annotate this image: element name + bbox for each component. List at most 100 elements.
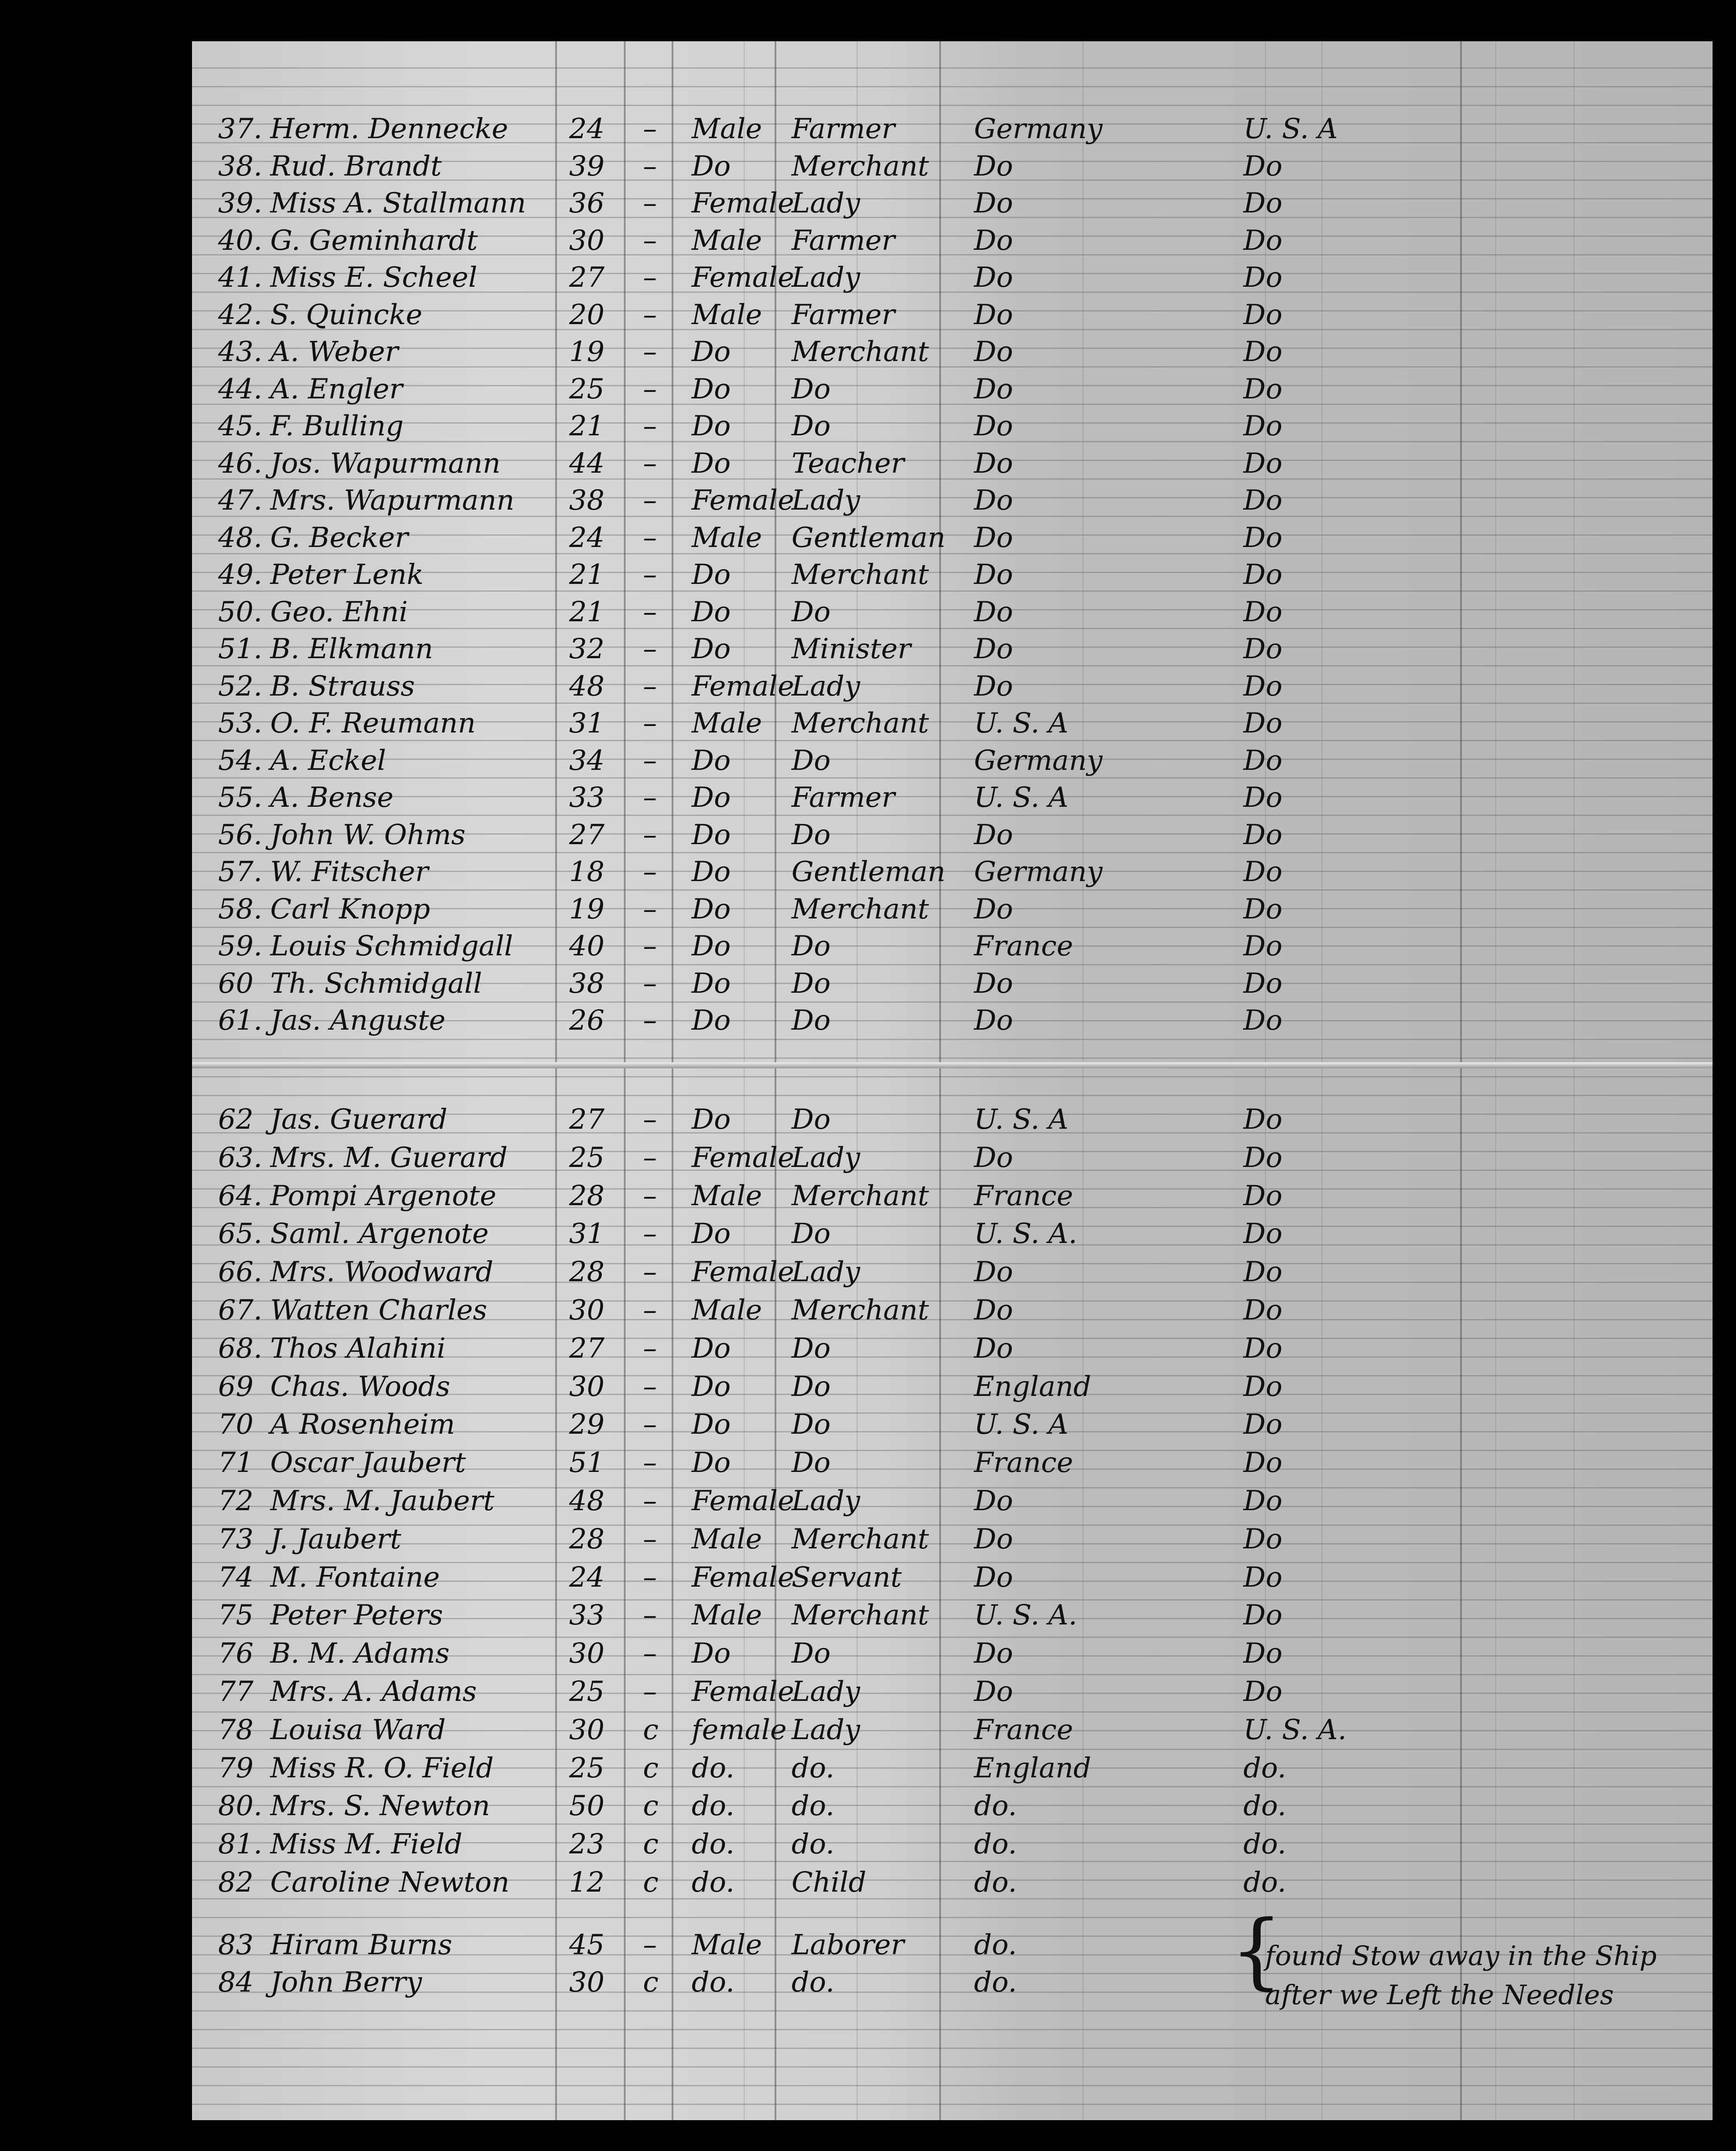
sex: Do (692, 930, 731, 962)
row-number: 76 (218, 1637, 254, 1670)
mark: c (643, 1790, 659, 1823)
row-number: 37. (218, 113, 262, 145)
origin: Do (974, 224, 1013, 257)
mark: – (643, 744, 657, 777)
row-number: 83 (218, 1929, 254, 1961)
destination: Do (1243, 262, 1282, 294)
destination: Do (1243, 187, 1282, 219)
rule-line (192, 516, 1713, 517)
passenger-name: Geo. Ehni (270, 596, 408, 628)
destination: Do (1243, 1637, 1282, 1670)
age: 27 (569, 262, 605, 294)
destination: Do (1243, 298, 1282, 331)
rule-line (192, 1039, 1713, 1040)
destination: do. (1243, 1752, 1286, 1784)
destination: Do (1243, 336, 1282, 368)
mark: – (643, 633, 657, 665)
passenger-name: A Rosenheim (270, 1409, 455, 1441)
age: 40 (569, 930, 605, 962)
passenger-name: Mrs. S. Newton (270, 1790, 490, 1823)
age: 33 (569, 782, 605, 814)
destination: Do (1243, 596, 1282, 628)
rule-line (192, 497, 1713, 498)
row-number: 81. (218, 1828, 262, 1861)
origin: Do (974, 1004, 1013, 1037)
rule-line (192, 329, 1713, 330)
mark: – (643, 521, 657, 554)
origin: Do (974, 521, 1013, 554)
rule-line (192, 889, 1713, 891)
age: 25 (569, 1141, 605, 1174)
age: 24 (569, 1561, 605, 1594)
rule-line (192, 1823, 1713, 1825)
destination: U. S. A. (1243, 1714, 1347, 1746)
row-number: 68. (218, 1332, 262, 1365)
age: 21 (569, 559, 605, 591)
origin: Do (974, 150, 1013, 182)
sex: Do (692, 819, 731, 851)
origin: U. S. A (974, 1409, 1069, 1441)
rule-line (192, 478, 1713, 480)
sex: Female (692, 1676, 794, 1708)
occupation: Do (792, 819, 831, 851)
age: 34 (569, 744, 605, 777)
passenger-name: A. Weber (270, 336, 398, 368)
occupation: do. (792, 1752, 835, 1784)
age: 19 (569, 893, 605, 925)
destination: Do (1243, 782, 1282, 814)
rule-line (192, 161, 1713, 162)
mark: – (643, 1004, 657, 1037)
age: 25 (569, 1676, 605, 1708)
destination: Do (1243, 633, 1282, 665)
origin: France (974, 930, 1073, 962)
rule-line (192, 1674, 1713, 1675)
occupation: Do (792, 1104, 831, 1136)
origin: Do (974, 1256, 1013, 1289)
column-divider (1265, 41, 1266, 2120)
mark: – (643, 224, 657, 257)
rule-line (192, 217, 1713, 218)
rule-line (192, 1076, 1713, 1077)
column-divider (775, 41, 776, 2120)
row-number: 45. (218, 410, 262, 442)
sex: do. (692, 1790, 735, 1823)
rule-line (192, 945, 1713, 947)
rule-line (192, 2048, 1713, 2049)
origin: Do (974, 1294, 1013, 1326)
passenger-name: B. Strauss (270, 670, 415, 703)
passenger-name: G. Geminhardt (270, 224, 478, 257)
rule-line (192, 1581, 1713, 1582)
rule-line (192, 1973, 1713, 1974)
rule-line (192, 142, 1713, 143)
passenger-name: S. Quincke (270, 298, 423, 331)
origin: France (974, 1180, 1073, 1212)
destination: Do (1243, 707, 1282, 739)
row-number: 64. (218, 1180, 262, 1212)
row-number: 72 (218, 1485, 254, 1517)
row-number: 41. (218, 262, 262, 294)
rule-line (192, 1300, 1713, 1302)
origin: France (974, 1714, 1073, 1746)
sex: Male (692, 1180, 762, 1212)
origin: Germany (974, 113, 1103, 145)
sex: Female (692, 484, 794, 517)
origin: Do (974, 484, 1013, 517)
column-divider (672, 41, 673, 2120)
mark: – (643, 1929, 657, 1961)
mark: – (643, 298, 657, 331)
row-number: 78 (218, 1714, 254, 1746)
origin: do. (974, 1966, 1017, 1999)
column-divider (857, 41, 858, 2120)
sex: Do (692, 856, 731, 888)
passenger-name: Th. Schmidgall (270, 967, 482, 1000)
origin: do. (974, 1828, 1017, 1861)
destination: Do (1243, 559, 1282, 591)
occupation: Child (792, 1866, 867, 1899)
column-divider (744, 41, 745, 2120)
origin: Do (974, 1332, 1013, 1365)
destination: Do (1243, 1485, 1282, 1517)
rule-line (192, 1020, 1713, 1021)
row-number: 50. (218, 596, 262, 628)
row-number: 71 (218, 1447, 254, 1479)
origin: England (974, 1752, 1091, 1784)
